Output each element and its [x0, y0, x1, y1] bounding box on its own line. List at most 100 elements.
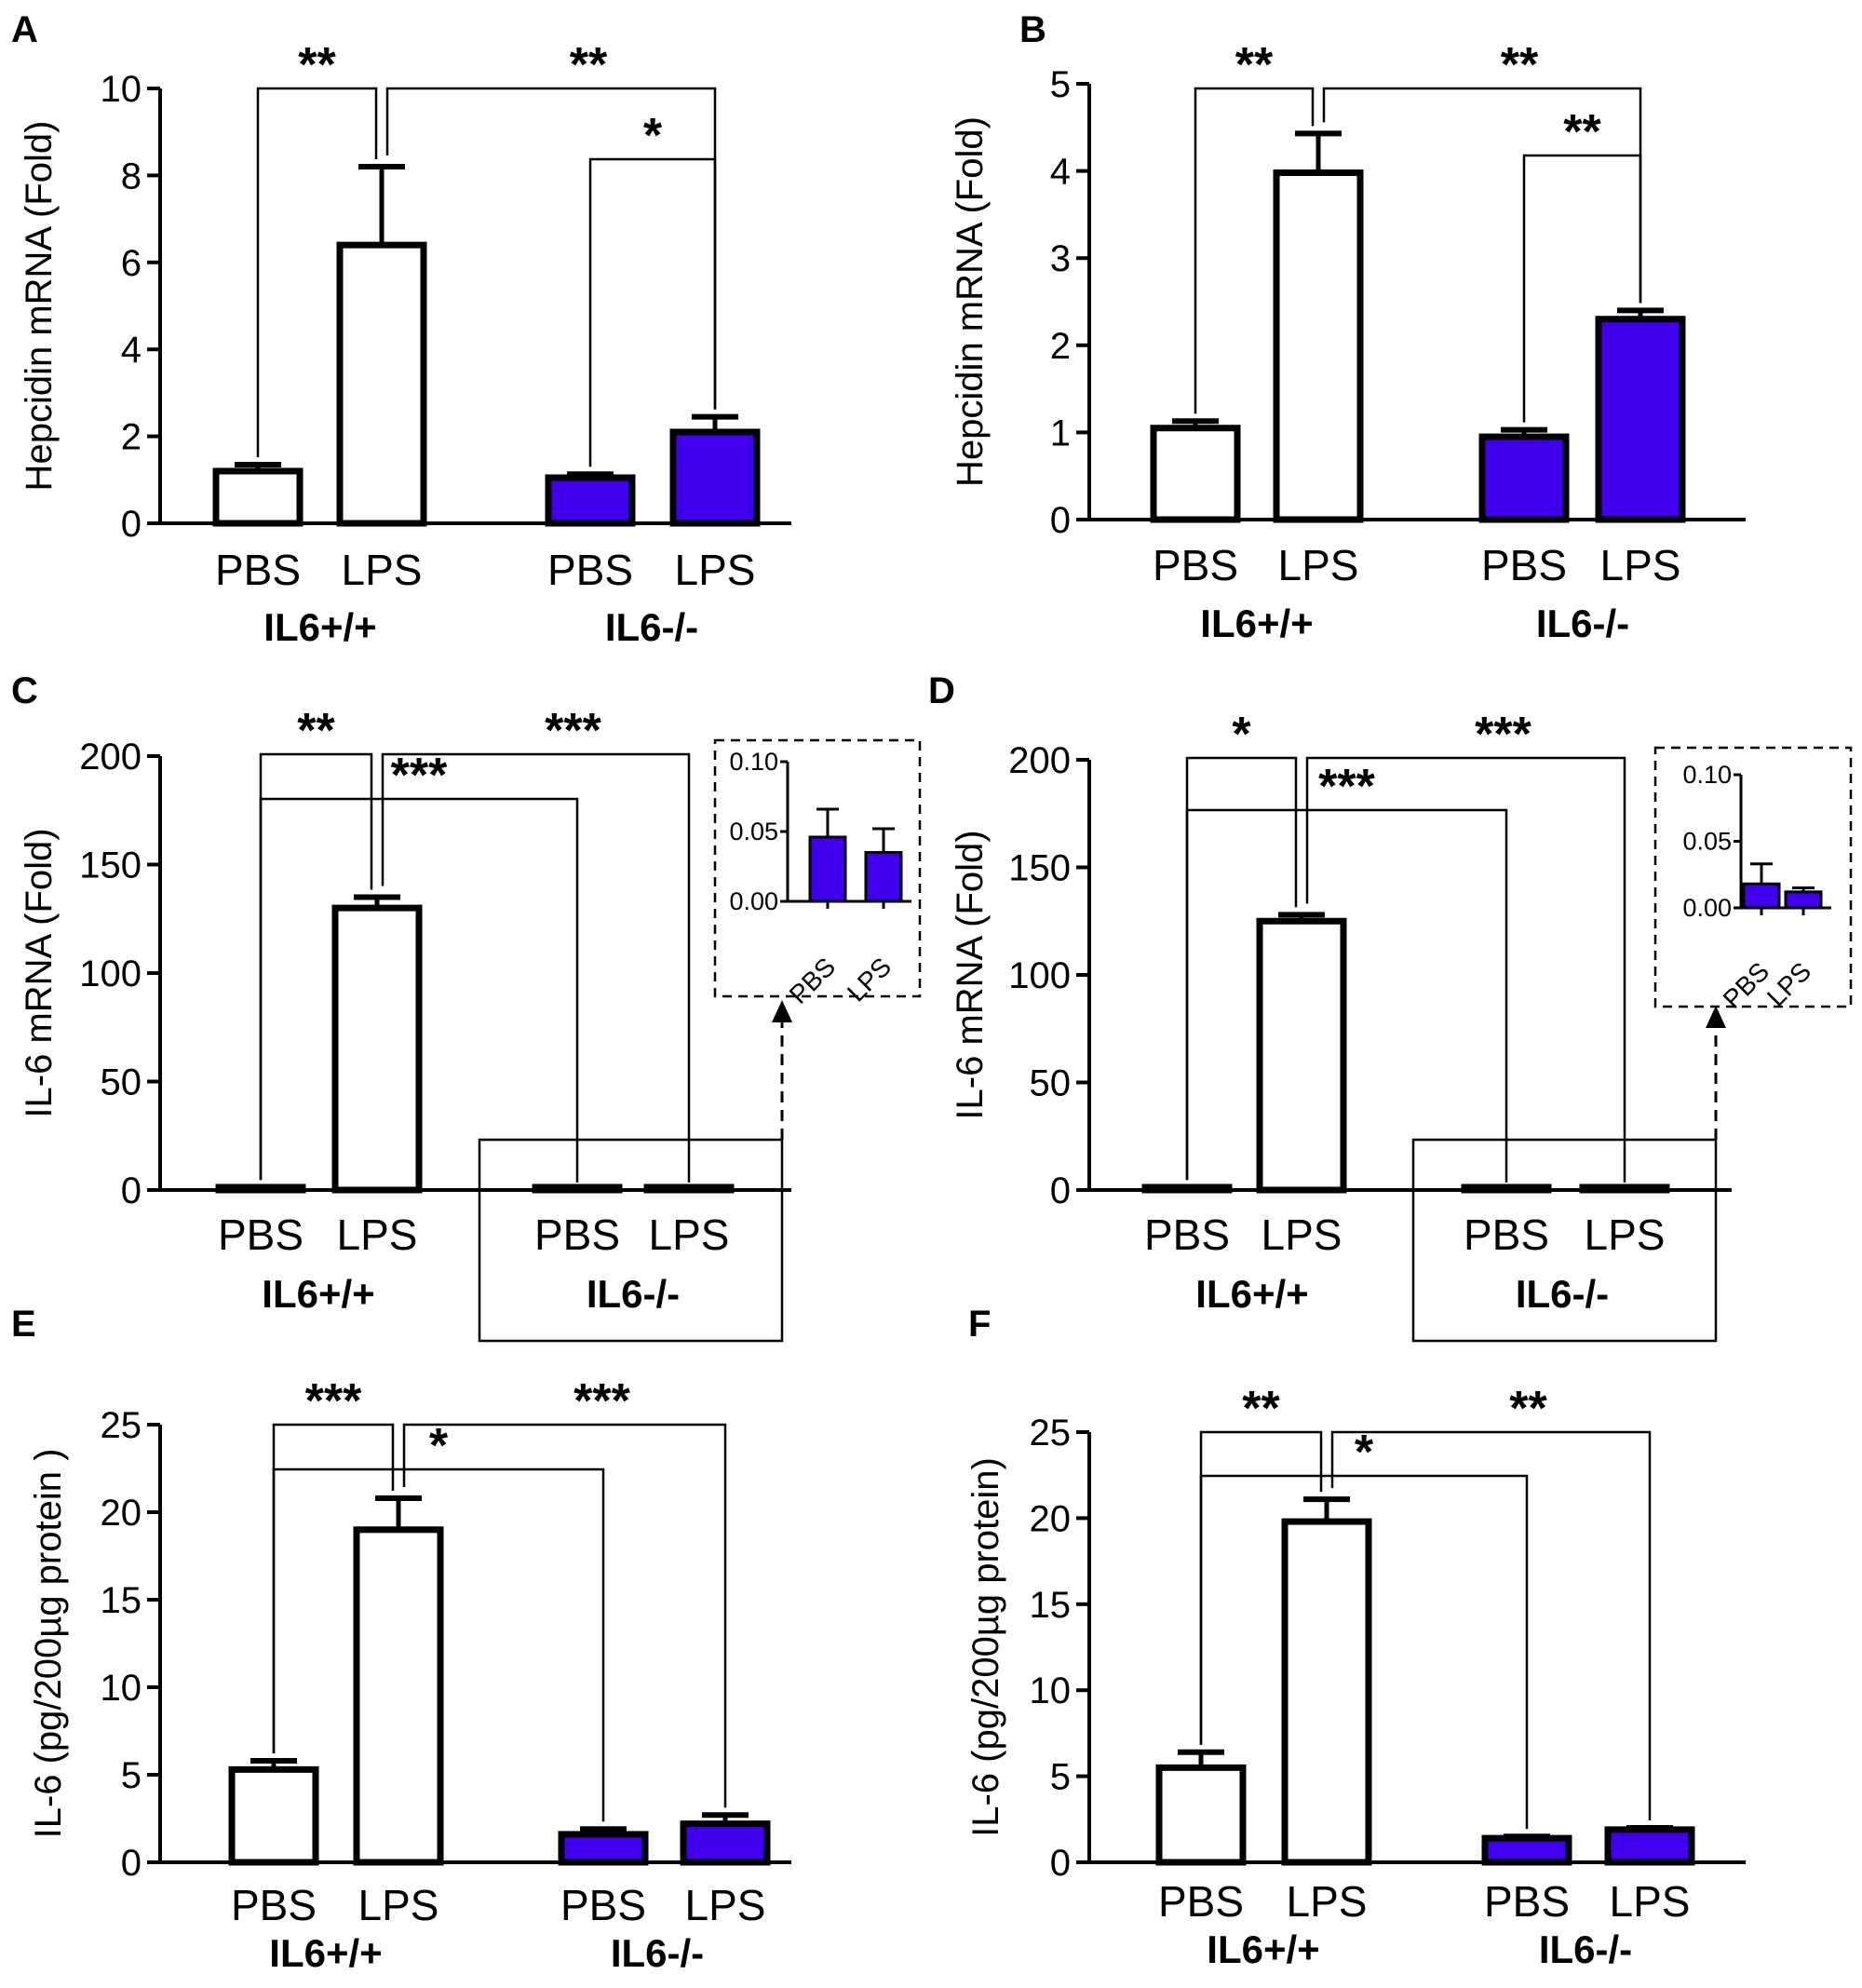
x-category-label: LPS	[675, 546, 756, 594]
significance-bracket	[259, 797, 579, 1183]
y-tick-label: 0	[1050, 500, 1071, 541]
significance-stars: *	[1355, 1426, 1374, 1480]
y-tick-label: 25	[1030, 1413, 1072, 1454]
bar-ko-lps	[1595, 316, 1686, 523]
significance-stars: ***	[391, 749, 448, 803]
y-tick-label: 0	[121, 504, 142, 545]
y-tick-label: 10	[1030, 1670, 1072, 1711]
significance-stars: *	[1232, 708, 1251, 762]
bar-ko-lps	[643, 1183, 735, 1194]
bar-ko-pbs	[558, 1831, 649, 1866]
inset-category-label: PBS	[1718, 956, 1775, 1014]
y-tick-label: 20	[1030, 1498, 1072, 1539]
x-category-label: PBS	[1464, 1210, 1549, 1259]
inset-category-label: PBS	[784, 952, 842, 1009]
y-tick-label: 4	[1050, 152, 1071, 193]
group-label: IL6-/-	[587, 1272, 680, 1316]
bar-wt-pbs	[1155, 1764, 1247, 1866]
y-tick-label: 150	[1008, 848, 1071, 889]
bar-ko-pbs	[1481, 1834, 1572, 1866]
significance-stars: ***	[545, 704, 601, 758]
y-tick-label: 50	[101, 1062, 142, 1103]
significance-bracket	[385, 87, 717, 410]
bar-wt-pbs	[1141, 1183, 1233, 1194]
panel-letter: B	[1019, 9, 1046, 50]
significance-bracket	[1185, 808, 1508, 1183]
x-category-label: PBS	[1158, 1877, 1244, 1926]
x-category-label: LPS	[685, 1881, 766, 1929]
x-category-label: PBS	[1484, 1877, 1570, 1926]
inset-frame	[713, 738, 922, 998]
significance-bracket	[1305, 756, 1626, 1183]
y-tick-label: 5	[121, 1755, 142, 1796]
y-tick-label: 25	[101, 1405, 142, 1446]
y-tick-label: 1	[1050, 412, 1071, 453]
bar-ko-pbs	[1461, 1183, 1552, 1194]
significance-stars: *	[643, 109, 663, 163]
x-category-label: LPS	[337, 1210, 418, 1259]
significance-stars: ***	[305, 1374, 362, 1428]
y-tick-label: 10	[101, 69, 142, 110]
bar-wt-lps	[1256, 917, 1347, 1194]
inset-category-label: LPS	[842, 952, 897, 1007]
significance-bracket	[381, 752, 691, 1183]
inset-bar-pbs	[808, 835, 847, 903]
y-axis-label: IL-6 mRNA (Fold)	[19, 828, 60, 1117]
significance-stars: **	[1235, 38, 1274, 92]
ko-group-box	[478, 1138, 784, 1343]
panel-letter: C	[11, 670, 38, 711]
x-category-label: LPS	[1600, 541, 1681, 589]
bar-ko-pbs	[1478, 433, 1570, 523]
x-category-label: PBS	[231, 1881, 317, 1929]
inset-arrow-head	[772, 1000, 792, 1022]
y-tick-label: 0	[1050, 1170, 1071, 1211]
significance-bracket	[1522, 154, 1642, 423]
y-tick-label: 0	[1050, 1843, 1071, 1884]
y-tick-label: 20	[101, 1493, 142, 1534]
inset-arrow-head	[1706, 1006, 1726, 1028]
y-tick-label: 6	[121, 243, 142, 284]
x-category-label: LPS	[1262, 1210, 1343, 1259]
inset-y-tick-label: 0.05	[729, 818, 778, 845]
group-label: IL6-/-	[605, 605, 698, 649]
x-category-label: PBS	[547, 546, 633, 594]
significance-stars: **	[297, 704, 335, 758]
panel-b: B Hepcidin mRNA (Fold) 0 1 2 3 4 5 PBS LPS PBS LPS I…	[950, 9, 1746, 645]
y-tick-label: 0	[121, 1170, 142, 1211]
panel-letter: D	[928, 670, 955, 711]
y-axis-label: IL-6 (pg/200µg protein)	[965, 1457, 1006, 1837]
group-label: IL6+/+	[262, 1272, 374, 1316]
x-category-label: PBS	[560, 1881, 646, 1929]
x-category-label: PBS	[1144, 1210, 1230, 1259]
x-category-label: PBS	[215, 546, 301, 594]
significance-stars: ***	[573, 1374, 630, 1428]
y-tick-label: 10	[101, 1668, 142, 1709]
bar-wt-lps	[1281, 1518, 1372, 1866]
significance-stars: **	[1563, 105, 1601, 159]
x-category-label: PBS	[1481, 541, 1567, 589]
significance-bracket	[1194, 87, 1315, 414]
y-axis-label: Hepcidin mRNA (Fold)	[950, 116, 991, 487]
significance-bracket	[588, 157, 717, 467]
panel-a: A Hepcidin mRNA (Fold) 0 2 4 6 8 10 PBS LPS PBS LPS…	[11, 9, 791, 649]
y-axis-label: IL-6 mRNA (Fold)	[950, 830, 991, 1119]
ko-group-box	[1411, 1138, 1718, 1343]
y-tick-label: 5	[1050, 64, 1071, 105]
inset-y-tick-label: 0.10	[729, 748, 778, 776]
inset-y-tick-label: 0.05	[1682, 828, 1732, 856]
x-category-label: LPS	[358, 1881, 439, 1929]
significance-stars: **	[298, 38, 336, 92]
significance-stars: ***	[1318, 760, 1375, 814]
bar-ko-lps	[669, 428, 761, 527]
bar-wt-pbs	[1150, 425, 1241, 523]
x-category-label: LPS	[1278, 541, 1359, 589]
group-label: IL6+/+	[1200, 602, 1313, 645]
y-tick-label: 15	[101, 1580, 142, 1621]
significance-stars: ***	[1475, 708, 1531, 762]
y-tick-label: 4	[121, 330, 142, 371]
significance-bracket	[1330, 1430, 1652, 1821]
x-category-label: LPS	[342, 546, 423, 594]
